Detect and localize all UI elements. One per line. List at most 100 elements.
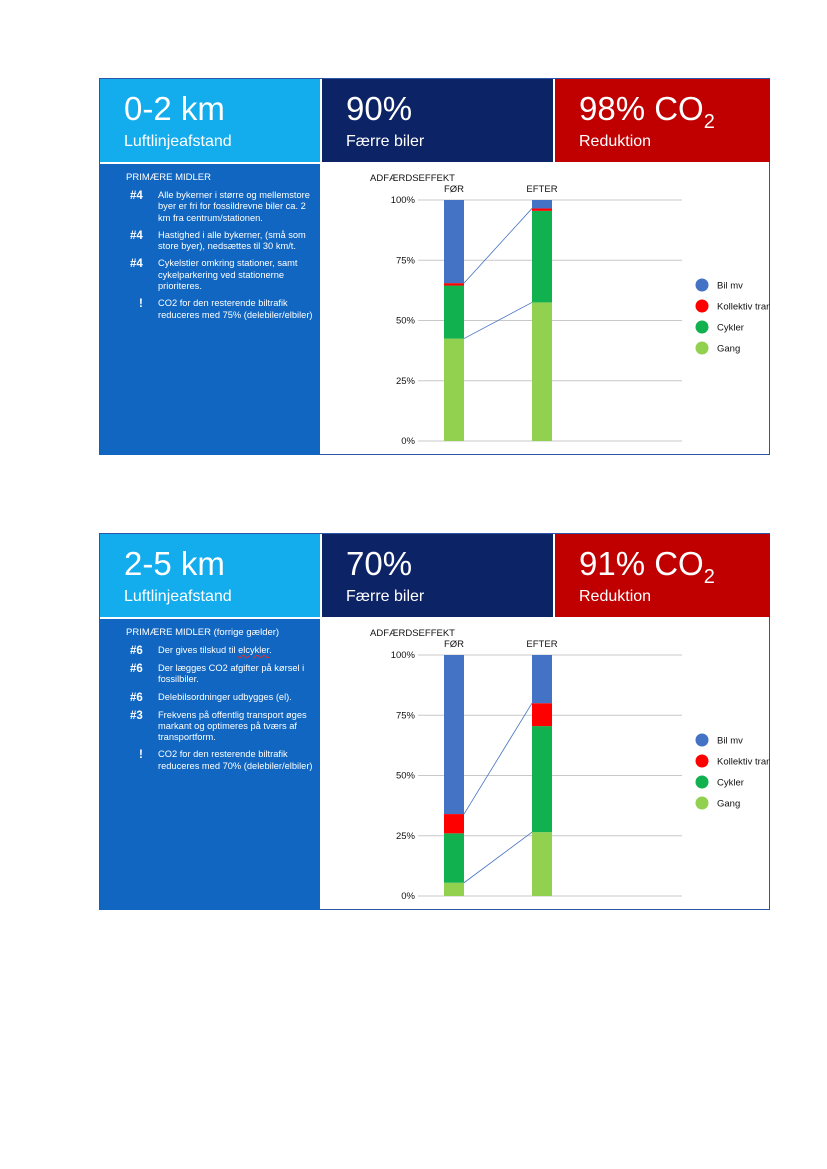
legend-swatch — [695, 796, 709, 810]
rule-item: #4 Alle bykerner i større og mellemstore… — [126, 190, 316, 224]
distance-label: Luftlinjeafstand — [124, 133, 232, 150]
category-label: EFTER — [526, 184, 557, 195]
measures-panel: PRIMÆRE MIDLER #4 Alle bykerner i større… — [100, 164, 320, 455]
rule-item: #4 Hastighed i alle bykerner, (små som s… — [126, 230, 316, 253]
legend-swatch — [695, 341, 709, 355]
rule-text: Hastighed i alle bykerner, (små som stor… — [158, 229, 306, 252]
co2-value: 91% CO2 — [579, 544, 715, 587]
rule-text: Frekvens på offentlig transport øges mar… — [158, 709, 307, 743]
connector-line — [463, 831, 533, 884]
slide-2-5km: 2-5 km Luftlinjeafstand 70% Færre biler … — [99, 533, 770, 910]
legend-swatch — [695, 278, 709, 292]
rule-text-part: Der gives tilskud til — [158, 645, 239, 655]
cars-pct: 90% — [346, 90, 413, 127]
legend-label: Bil mv — [717, 736, 743, 747]
rule-text: Der gives tilskud til elcykler. — [158, 645, 272, 657]
rule-item: ! CO2 for den resterende biltrafik reduc… — [126, 749, 316, 772]
distance-banner: 0-2 km Luftlinjeafstand — [100, 79, 320, 162]
rule-item: #4 Cykelstier omkring stationer, samt cy… — [126, 258, 316, 292]
bar-segment — [532, 208, 552, 211]
rule-text: Der lægges CO2 afgifter på kørsel i foss… — [158, 663, 305, 685]
co2-subscript: 2 — [703, 111, 715, 133]
connector-line — [463, 702, 533, 815]
rules-list: #6 Der gives tilskud til elcykler. #6 De… — [126, 645, 316, 778]
bar-segment — [532, 302, 552, 441]
legend-swatch — [695, 754, 709, 768]
rule-mark: #6 — [130, 645, 143, 657]
co2-banner: 91% CO2 Reduktion — [555, 534, 770, 617]
y-tick-label: 0% — [401, 891, 415, 902]
panel-heading: PRIMÆRE MIDLER — [126, 172, 211, 183]
distance-label: Luftlinjeafstand — [124, 588, 232, 605]
rule-item: #6 Der lægges CO2 afgifter på kørsel i f… — [126, 663, 316, 686]
rule-mark: #4 — [130, 229, 143, 242]
bar-segment — [444, 283, 464, 286]
y-tick-label: 25% — [396, 376, 416, 387]
rule-mark: #4 — [130, 258, 143, 271]
co2-subscript: 2 — [703, 566, 715, 588]
rule-text: Cykelstier omkring stationer, samt cykel… — [158, 258, 298, 292]
category-label: FØR — [444, 184, 464, 195]
measures-panel: PRIMÆRE MIDLER (forrige gælder) #6 Der g… — [100, 619, 320, 910]
legend-swatch — [695, 775, 709, 789]
bar-segment — [532, 703, 552, 727]
distance-value: 2-5 km — [124, 545, 225, 582]
rule-text: CO2 for den resterende biltrafik reducer… — [158, 749, 313, 771]
y-tick-label: 75% — [396, 255, 416, 266]
bar-segment — [444, 833, 464, 883]
category-label: FØR — [444, 639, 464, 650]
y-tick-label: 50% — [396, 316, 416, 327]
category-label: EFTER — [526, 639, 557, 650]
chart-title: ADFÆRDSEFFEKT — [370, 628, 455, 639]
legend-swatch — [695, 299, 709, 313]
spellcheck-word: elcykler — [238, 645, 270, 655]
bar-segment — [444, 200, 464, 284]
rule-text-part: . — [269, 645, 272, 655]
cars-label: Færre biler — [346, 588, 425, 605]
bar-segment — [444, 655, 464, 815]
co2-value: 98% CO2 — [579, 89, 715, 132]
legend-label: Kollektiv transport — [717, 757, 770, 768]
connector-line — [463, 208, 533, 284]
rules-list: #4 Alle bykerner i større og mellemstore… — [126, 190, 316, 327]
chart-title: ADFÆRDSEFFEKT — [370, 173, 455, 184]
legend-label: Bil mv — [717, 281, 743, 292]
rule-mark: #6 — [130, 691, 143, 704]
cars-pct: 70% — [346, 545, 413, 582]
legend-label: Kollektiv transport — [717, 302, 770, 313]
rule-mark: ! — [139, 298, 143, 311]
bar-segment — [532, 210, 552, 303]
co2-main: 98% CO — [579, 90, 704, 127]
y-tick-label: 0% — [401, 436, 415, 447]
legend-label: Cykler — [717, 323, 744, 334]
rule-text: Delebilsordninger udbygges (el). — [158, 691, 292, 702]
legend-label: Gang — [717, 799, 740, 810]
y-tick-label: 25% — [396, 831, 416, 842]
bar-segment — [532, 655, 552, 704]
bar-segment — [532, 726, 552, 833]
distance-value: 0-2 km — [124, 90, 225, 127]
rule-item: #6 Der gives tilskud til elcykler. — [126, 645, 316, 657]
cars-banner: 90% Færre biler — [322, 79, 553, 162]
rule-mark: ! — [139, 749, 143, 762]
bar-segment — [444, 338, 464, 441]
rule-item: #6 Delebilsordninger udbygges (el). — [126, 692, 316, 704]
legend-swatch — [695, 733, 709, 747]
legend-label: Cykler — [717, 778, 744, 789]
stacked-bar-chart: 0% 25% 50% 75% 100% FØR EFTER Bil mv Kollektiv t… — [391, 639, 770, 902]
co2-main: 91% CO — [579, 545, 704, 582]
bar-segment — [532, 832, 552, 896]
bar-segment — [444, 882, 464, 896]
rule-mark: #4 — [130, 190, 143, 202]
rule-mark: #6 — [130, 663, 143, 675]
y-tick-label: 75% — [396, 710, 416, 721]
slide-0-2km: 0-2 km Luftlinjeafstand 90% Færre biler … — [99, 78, 770, 455]
y-tick-label: 50% — [396, 771, 416, 782]
rule-text: Alle bykerner i større og mellemstore by… — [158, 190, 310, 223]
rule-item: ! CO2 for den resterende biltrafik reduc… — [126, 298, 316, 321]
y-tick-label: 100% — [391, 650, 416, 661]
panel-heading: PRIMÆRE MIDLER (forrige gælder) — [126, 627, 280, 638]
y-tick-label: 100% — [391, 195, 416, 206]
rule-mark: #3 — [130, 709, 143, 722]
distance-banner: 2-5 km Luftlinjeafstand — [100, 534, 320, 617]
